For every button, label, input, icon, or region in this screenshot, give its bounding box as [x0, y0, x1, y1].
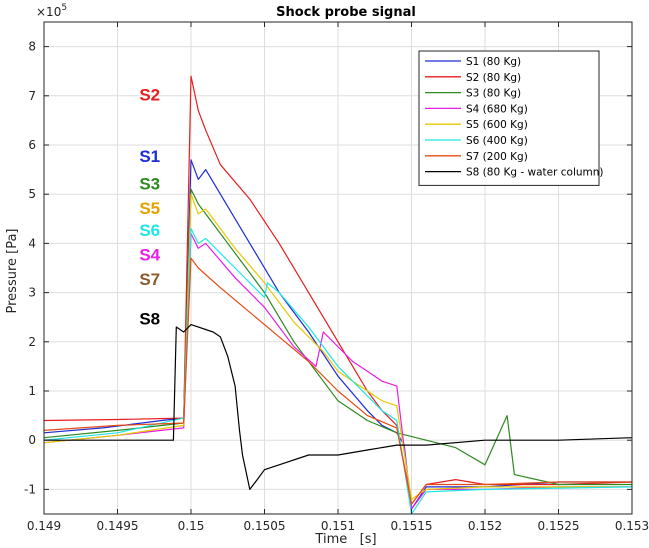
y-tick-label: 3 — [28, 286, 36, 300]
y-tick-label: 7 — [28, 89, 36, 103]
series-line-s7 — [44, 257, 632, 505]
legend: S1 (80 Kg) S2 (80 Kg) S3 (80 Kg) S4 (680 Kg… — [418, 50, 604, 186]
annotation-s8: S8 — [139, 310, 160, 329]
series-line-s4 — [44, 233, 632, 510]
series-line-s5 — [44, 193, 632, 500]
legend-label: S2 (80 Kg) — [466, 72, 521, 84]
series-lines — [44, 75, 632, 514]
annotation-s2: S2 — [139, 86, 160, 105]
y-tick-label: 4 — [28, 236, 36, 250]
annotation-s1: S1 — [139, 147, 160, 166]
series-line-s3 — [44, 188, 632, 486]
x-tick-label: 0.15 — [178, 519, 205, 533]
series-line-s2 — [44, 75, 632, 505]
annotation-s5: S5 — [139, 199, 160, 218]
y-tick-label: 6 — [28, 138, 36, 152]
y-exponent-power: 5 — [61, 3, 67, 13]
y-exponent-base: ×10 — [36, 5, 61, 19]
y-tick-label: 8 — [28, 40, 36, 54]
annotation-s4: S4 — [139, 246, 160, 265]
axis-ticks: 0.149 0.1495 0.15 0.1505 0.151 0.1515 0.152 0.1… — [24, 22, 649, 533]
x-axis-title: Time [s] — [314, 532, 376, 547]
x-tick-label: 0.1505 — [244, 519, 286, 533]
legend-label: S3 (80 Kg) — [466, 88, 521, 100]
annotation-s6: S6 — [139, 221, 160, 240]
annotation-s7: S7 — [139, 270, 160, 289]
y-tick-label: -1 — [24, 482, 36, 496]
x-tick-label: 0.1495 — [97, 519, 139, 533]
y-tick-label: 5 — [28, 187, 36, 201]
legend-label: S4 (680 Kg) — [466, 103, 528, 115]
y-axis-exponent: ×105 — [36, 3, 67, 19]
legend-box — [418, 50, 600, 186]
x-tick-label: 0.151 — [321, 519, 355, 533]
legend-label: S1 (80 Kg) — [466, 56, 521, 68]
series-line-s6 — [44, 228, 632, 514]
annotation-s3: S3 — [139, 174, 160, 193]
legend-label: S8 (80 Kg - water column) — [466, 167, 604, 179]
y-tick-label: 2 — [28, 335, 36, 349]
x-tick-label: 0.153 — [615, 519, 649, 533]
legend-label: S6 (400 Kg) — [466, 135, 528, 147]
legend-label: S7 (200 Kg) — [466, 151, 528, 163]
x-tick-label: 0.149 — [27, 519, 61, 533]
x-tick-label: 0.1525 — [538, 519, 580, 533]
series-line-s8 — [44, 324, 632, 490]
legend-label: S5 (600 Kg) — [466, 119, 528, 131]
x-tick-label: 0.1515 — [391, 519, 433, 533]
y-tick-label: 0 — [28, 433, 36, 447]
series-annotations: S2 S1 S3 S5 S6 S4 S7 S8 — [139, 86, 160, 329]
chart-title: Shock probe signal — [276, 5, 416, 20]
y-tick-label: 1 — [28, 384, 36, 398]
y-axis-title: Pressure [Pa] — [5, 228, 20, 313]
x-tick-label: 0.152 — [468, 519, 502, 533]
